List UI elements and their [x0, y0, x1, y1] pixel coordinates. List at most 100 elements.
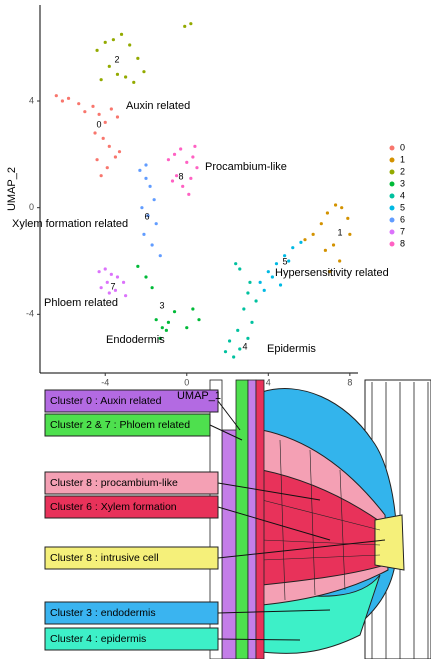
cluster-number: 3	[159, 300, 164, 310]
annotation: Endodermis	[106, 334, 165, 346]
point	[110, 273, 113, 276]
point	[185, 161, 188, 164]
point	[326, 211, 329, 214]
point	[348, 233, 351, 236]
x-tick-label: -4	[101, 377, 109, 387]
annotation: Procambium-like	[205, 161, 287, 173]
point	[132, 81, 135, 84]
point	[299, 241, 302, 244]
y-tick-label: -4	[26, 309, 34, 319]
annotation: Hypersensitivity related	[275, 267, 389, 279]
point	[151, 286, 154, 289]
point	[291, 246, 294, 249]
label-text: Cluster 8 : procambium-like	[50, 477, 178, 489]
cluster-number: 5	[282, 256, 287, 266]
point	[116, 115, 119, 118]
point	[148, 185, 151, 188]
point	[155, 318, 158, 321]
point	[144, 275, 147, 278]
point	[108, 145, 111, 148]
purple-band	[222, 430, 236, 659]
point	[167, 158, 170, 161]
label-text: Cluster 0 : Auxin related	[50, 395, 162, 407]
point	[138, 169, 141, 172]
point	[234, 262, 237, 265]
point	[67, 97, 70, 100]
point	[136, 265, 139, 268]
point	[100, 174, 103, 177]
point	[195, 166, 198, 169]
legend-swatch	[390, 206, 395, 211]
point	[116, 73, 119, 76]
point	[183, 25, 186, 28]
y-axis-label: UMAP_2	[6, 167, 18, 211]
legend-label: 8	[400, 238, 405, 248]
y-tick-label: 0	[29, 202, 34, 212]
point	[118, 150, 121, 153]
annotation: Epidermis	[267, 343, 316, 355]
label-text: Cluster 6 : Xylem formation	[50, 501, 177, 513]
point	[191, 155, 194, 158]
point	[102, 137, 105, 140]
legend-swatch	[390, 230, 395, 235]
point	[142, 70, 145, 73]
cluster-number: 7	[110, 281, 115, 291]
point	[250, 321, 253, 324]
point	[346, 217, 349, 220]
point	[112, 38, 115, 41]
point	[254, 299, 257, 302]
point	[98, 113, 101, 116]
cluster-number: 8	[178, 171, 183, 181]
point	[124, 75, 127, 78]
legend-swatch	[390, 194, 395, 199]
phloem-band	[236, 380, 248, 659]
point	[191, 307, 194, 310]
page: Cluster 0 : Auxin relatedCluster 2 & 7 :…	[0, 0, 431, 659]
point	[155, 222, 158, 225]
point	[120, 33, 123, 36]
point	[104, 267, 107, 270]
legend-swatch	[390, 242, 395, 247]
point	[179, 147, 182, 150]
point	[259, 281, 262, 284]
cluster-number: 6	[144, 211, 149, 221]
legend-swatch	[390, 170, 395, 175]
label-text: Cluster 3 : endodermis	[50, 607, 156, 619]
legend-swatch	[390, 182, 395, 187]
point	[124, 294, 127, 297]
x-tick-label: 0	[184, 377, 189, 387]
point	[93, 131, 96, 134]
y-tick-label: 4	[29, 95, 34, 105]
legend-swatch	[390, 146, 395, 151]
tissue-diagram	[210, 380, 431, 659]
point	[144, 177, 147, 180]
point	[116, 275, 119, 278]
point	[108, 291, 111, 294]
point	[187, 193, 190, 196]
point	[171, 179, 174, 182]
point	[238, 267, 241, 270]
point	[173, 310, 176, 313]
point	[151, 243, 154, 246]
point	[106, 166, 109, 169]
point	[324, 249, 327, 252]
legend-label: 1	[400, 154, 405, 164]
legend-label: 7	[400, 226, 405, 236]
point	[248, 281, 251, 284]
cluster-number: 0	[96, 119, 101, 129]
label-text: Cluster 8 : intrusive cell	[50, 552, 159, 564]
cluster-number: 2	[114, 54, 119, 64]
point	[91, 105, 94, 108]
point	[114, 155, 117, 158]
x-tick-label: 8	[347, 377, 352, 387]
point	[108, 65, 111, 68]
intrusive-cells	[375, 515, 404, 570]
point	[140, 206, 143, 209]
point	[110, 107, 113, 110]
point	[95, 158, 98, 161]
x-tick-label: 4	[266, 377, 271, 387]
legend-label: 0	[400, 142, 405, 152]
point	[332, 243, 335, 246]
cluster-number: 4	[242, 341, 247, 351]
point	[167, 321, 170, 324]
